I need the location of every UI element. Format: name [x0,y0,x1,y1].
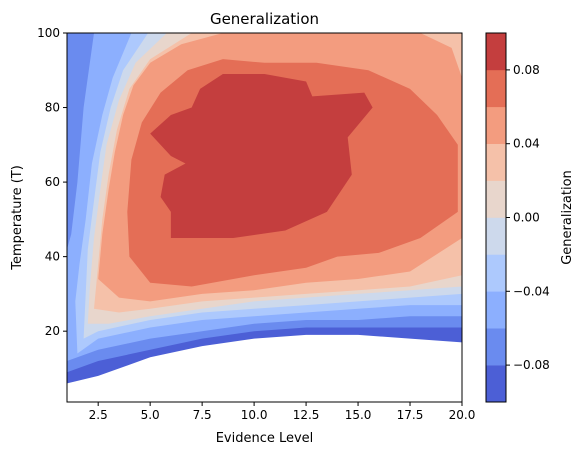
colorbar-ticks: −0.08 −0.04 0.00 0.04 0.08 [506,63,550,372]
colorbar-segment [486,69,506,108]
y-tick-label: 20 [45,324,60,338]
colorbar-segment [486,291,506,329]
colorbar-segment [486,217,506,255]
colorbar [486,33,506,403]
contour-band-10 [150,74,373,238]
x-tick-label: 17.5 [397,408,424,422]
x-tick-label: 7.5 [193,408,212,422]
colorbar-label: Generalization [560,170,575,265]
x-tick-label: 15.0 [345,408,372,422]
y-tick-label: 80 [45,101,60,115]
x-tick-label: 2.5 [89,408,108,422]
y-tick-label: 40 [45,250,60,264]
x-tick-label: 20.0 [449,408,476,422]
y-axis-ticks: 20 40 60 80 100 [37,26,67,338]
plot-frame [66,32,463,403]
x-tick-label: 10.0 [241,408,268,422]
colorbar-segment [486,365,506,403]
colorbar-segment [486,143,506,181]
x-axis-label: Evidence Level [216,431,314,446]
colorbar-tick-label: −0.04 [513,284,550,298]
colorbar-segment [486,328,506,366]
colorbar-segment [486,254,506,292]
contour-regions [67,33,462,384]
y-axis-label: Temperature (T) [10,165,25,271]
x-axis-ticks: 2.5 5.0 7.5 10.0 12.5 15.0 17.5 20.0 [89,402,476,422]
colorbar-segment [486,106,506,144]
x-tick-label: 12.5 [293,408,320,422]
y-tick-label: 100 [37,26,60,40]
colorbar-tick-label: 0.04 [513,137,540,151]
colorbar-segment [486,180,506,218]
y-tick-label: 60 [45,175,60,189]
colorbar-tick-label: 0.08 [513,63,540,77]
x-tick-label: 5.0 [141,408,160,422]
colorbar-tick-label: −0.08 [513,358,550,372]
colorbar-segment [486,33,506,71]
chart-title: Generalization [210,10,319,28]
colorbar-tick-label: 0.00 [513,211,540,225]
